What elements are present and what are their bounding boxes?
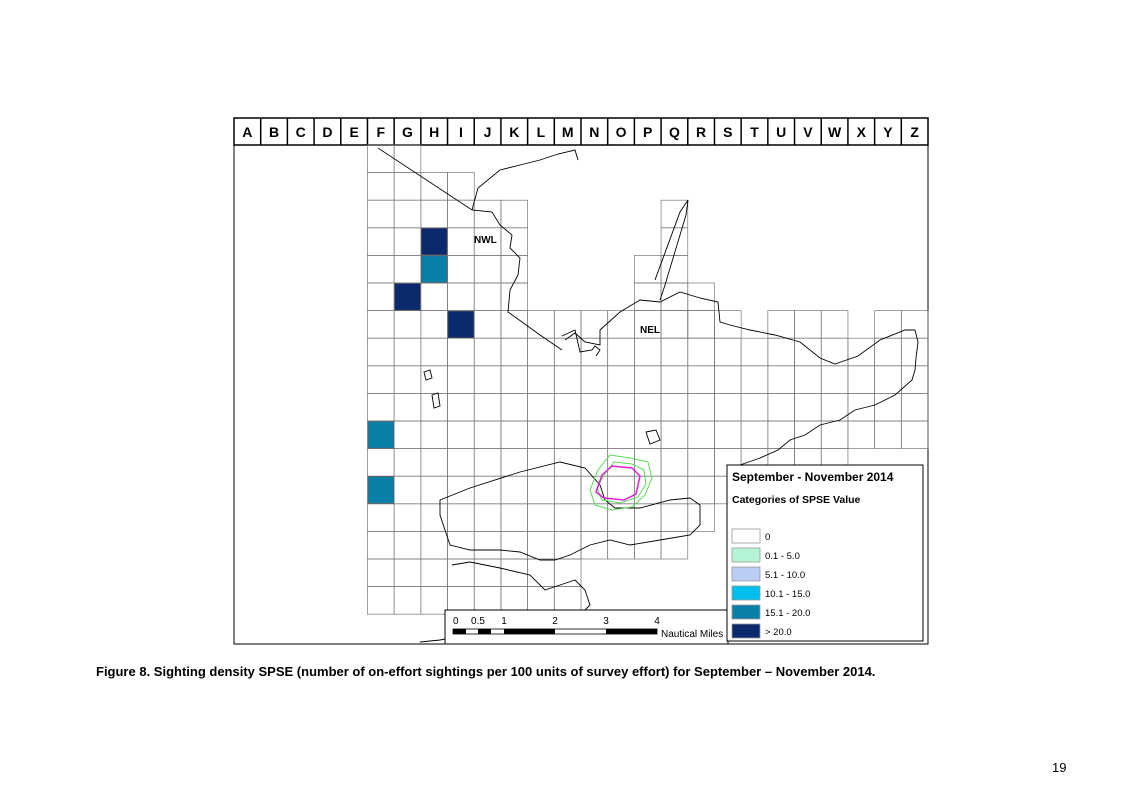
column-label-x: X (857, 124, 867, 140)
coastline (377, 147, 919, 643)
column-label-y: Y (883, 124, 893, 140)
coastline-central (564, 291, 915, 365)
column-label-k: K (509, 124, 519, 140)
column-label-p: P (643, 124, 652, 140)
legend-item-label: 0 (765, 532, 770, 543)
legend-subtitle: Categories of SPSE Value (732, 494, 861, 506)
grid-cell (900, 420, 929, 449)
survey-boundary-magenta (595, 465, 641, 501)
coastline-east (739, 329, 919, 466)
scale-tick-label: 3 (603, 616, 609, 627)
column-label-j: J (484, 124, 492, 140)
legend-swatch (731, 566, 761, 582)
column-label-w: W (828, 124, 842, 140)
column-label-l: L (537, 124, 546, 140)
coastline-south-island (439, 461, 701, 561)
column-label-a: A (242, 124, 252, 140)
reclamation-pier (561, 329, 601, 357)
column-label-z: Z (910, 124, 919, 140)
column-label-i: I (459, 124, 463, 140)
coastline-north-land (471, 149, 579, 211)
legend-swatch (731, 585, 761, 601)
grid-cell (900, 310, 929, 339)
page-number: 19 (1052, 760, 1067, 775)
column-label-u: U (776, 124, 786, 140)
column-label-c: C (296, 124, 306, 140)
column-label-s: S (723, 124, 732, 140)
island-small-3 (431, 392, 441, 409)
legend-swatch (731, 623, 761, 639)
legend-title: September - November 2014 (732, 470, 894, 484)
scale-tick-label: 2 (552, 616, 558, 627)
legend-item-label: 15.1 - 20.0 (765, 608, 810, 619)
shaded-cell-f13 (367, 476, 394, 504)
area-labels: NWL NEL (474, 235, 660, 336)
column-label-b: B (269, 124, 279, 140)
column-label-m: M (562, 124, 574, 140)
nwl-label: NWL (474, 235, 497, 246)
nel-label: NEL (640, 325, 660, 336)
shaded-cell-g6 (394, 283, 421, 311)
scale-tick-label: 4 (654, 616, 660, 627)
column-label-q: Q (669, 124, 680, 140)
legend-item-label: > 20.0 (765, 627, 792, 638)
column-label-n: N (589, 124, 599, 140)
column-label-d: D (322, 124, 332, 140)
figure-caption: Figure 8. Sighting density SPSE (number … (96, 664, 876, 679)
column-label-t: T (750, 124, 759, 140)
coastline-north (377, 147, 563, 351)
scale-unit: Nautical Miles (661, 629, 723, 640)
shaded-cell-h5 (421, 255, 448, 283)
scale-tick-label: 0 (453, 616, 459, 627)
scale-tick-label: 1 (501, 616, 507, 627)
grid-cell (820, 310, 849, 339)
legend-swatch (731, 604, 761, 620)
grid-cell (687, 310, 715, 339)
column-label-f: F (377, 124, 386, 140)
survey-grid (367, 144, 929, 615)
column-label-r: R (696, 124, 706, 140)
shaded-cell-f11 (367, 421, 394, 449)
legend-item-label: 5.1 - 10.0 (765, 570, 805, 581)
scale-tick-label: 0.5 (471, 616, 485, 627)
grid-cell (687, 503, 715, 532)
legend: September - November 2014 Categories of S… (726, 464, 924, 642)
column-label-h: H (429, 124, 439, 140)
shaded-cell-i7 (447, 310, 474, 338)
island-small (645, 429, 661, 445)
grid-cell (660, 531, 689, 560)
legend-swatch (731, 528, 761, 544)
legend-item-label: 10.1 - 15.0 (765, 589, 810, 600)
coastline-channel (654, 199, 689, 301)
column-label-g: G (402, 124, 413, 140)
island-small-2 (423, 369, 433, 381)
legend-swatch (731, 547, 761, 563)
column-label-o: O (616, 124, 627, 140)
shaded-cell-h4 (421, 228, 448, 256)
column-label-e: E (349, 124, 358, 140)
column-label-v: V (803, 124, 813, 140)
legend-item-label: 0.1 - 5.0 (765, 551, 800, 562)
